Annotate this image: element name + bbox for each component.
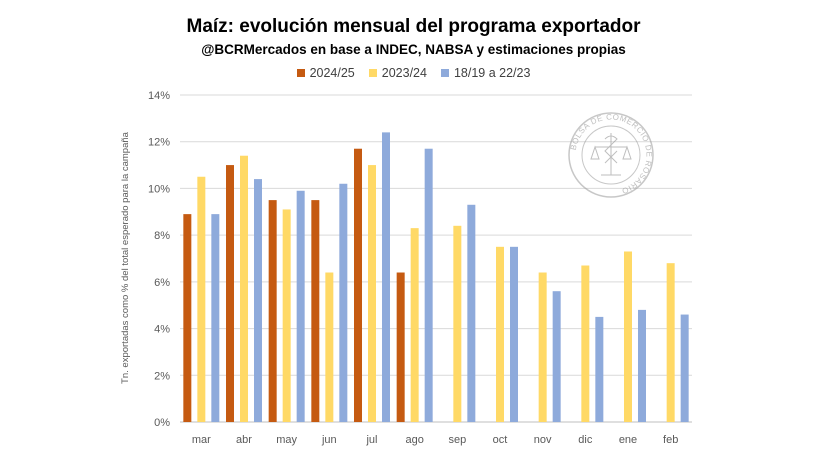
legend-swatch-18-19-22-23 (440, 69, 449, 77)
bar-2023-24-ene (624, 251, 632, 422)
bar-18-19-a-22-23-nov (552, 291, 561, 422)
bar-18-19-a-22-23-jun (339, 183, 348, 422)
legend-label: 2024/25 (309, 66, 355, 80)
bar-2024-25-abr (226, 165, 234, 423)
x-tick-label: mar (192, 434, 211, 446)
x-tick-label: abr (236, 434, 252, 446)
bar-2024-25-jul (354, 148, 362, 422)
y-tick-label: 0% (154, 417, 170, 429)
bar-2023-24-feb (666, 263, 675, 422)
bar-18-19-a-22-23-may (296, 190, 305, 422)
y-tick-label: 14% (148, 90, 170, 102)
y-tick-label: 6% (154, 277, 170, 289)
legend-item-2023-24: 2023/24 (368, 66, 427, 80)
bar-2023-24-abr (240, 155, 248, 422)
legend-swatch-2023-24 (368, 69, 377, 77)
chart-subtitle: @BCRMercados en base a INDEC, NABSA y es… (201, 42, 626, 57)
seal-outer-ring (568, 112, 654, 198)
legend-item-2024-25: 2024/25 (296, 66, 355, 80)
bar-18-19-a-22-23-jul (382, 132, 390, 422)
bar-2024-25-mar (183, 214, 192, 422)
x-tick-label: jun (321, 434, 337, 446)
legend-label: 2023/24 (381, 66, 427, 80)
seal-inner-ring (581, 125, 641, 185)
bar-18-19-a-22-23-abr (254, 179, 262, 422)
bar-18-19-a-22-23-dic (595, 316, 604, 422)
x-tick-label: sep (448, 434, 466, 446)
bar-2023-24-jun (325, 272, 334, 422)
x-tick-label: feb (663, 434, 678, 446)
gridlines (180, 94, 692, 423)
legend: 2024/25 2023/24 18/19 a 22/23 (0, 66, 827, 80)
bar-2023-24-mar (197, 176, 206, 422)
y-axis-label: Tn. exportadas como % del total esperado… (120, 131, 131, 384)
y-tick-labels: 0% 2% 4% 6% 8% 10% 12% 14% (148, 90, 170, 429)
y-tick-label: 10% (148, 183, 170, 195)
bar-2023-24-oct (496, 246, 504, 422)
bar-18-19-a-22-23-feb (680, 314, 689, 422)
caduceus-icon (590, 133, 632, 176)
bar-2024-25-may (268, 200, 277, 422)
bar-2023-24-nov (538, 272, 547, 422)
x-tick-label: ago (405, 434, 423, 446)
x-tick-labels: mar abr may jun jul ago sep oct nov dic ene feb (192, 434, 678, 446)
legend-item-18-19-22-23: 18/19 a 22/23 (440, 66, 531, 80)
bar-18-19-a-22-23-ago (424, 148, 433, 422)
bar-2023-24-may (282, 209, 291, 422)
x-tick-label: may (276, 434, 297, 446)
bar-2024-25-jun (311, 200, 320, 422)
bar-2023-24-dic (581, 265, 590, 422)
bar-18-19-a-22-23-ene (638, 309, 646, 422)
x-tick-label: ene (619, 434, 637, 446)
bars (183, 132, 689, 423)
chart-title: Maíz: evolución mensual del programa exp… (186, 16, 641, 37)
y-tick-label: 4% (154, 324, 170, 336)
x-tick-label: jul (365, 434, 377, 446)
x-tick-label: dic (578, 434, 593, 446)
y-tick-label: 2% (154, 370, 170, 382)
bar-18-19-a-22-23-sep (467, 204, 476, 422)
y-tick-label: 12% (148, 137, 170, 149)
legend-label: 18/19 a 22/23 (453, 66, 531, 80)
y-tick-label: 8% (154, 230, 170, 242)
bcr-seal-icon: BOLSA DE COMERCIO DE ROSARIO (568, 112, 654, 198)
bar-2024-25-ago (396, 272, 405, 422)
bar-18-19-a-22-23-oct (510, 246, 518, 422)
x-tick-label: oct (493, 434, 508, 446)
bar-18-19-a-22-23-mar (211, 214, 220, 422)
legend-swatch-2024-25 (296, 69, 305, 77)
bar-2023-24-ago (410, 228, 419, 422)
bar-2023-24-sep (453, 225, 462, 422)
bar-2023-24-jul (368, 165, 376, 423)
x-tick-label: nov (534, 434, 552, 446)
